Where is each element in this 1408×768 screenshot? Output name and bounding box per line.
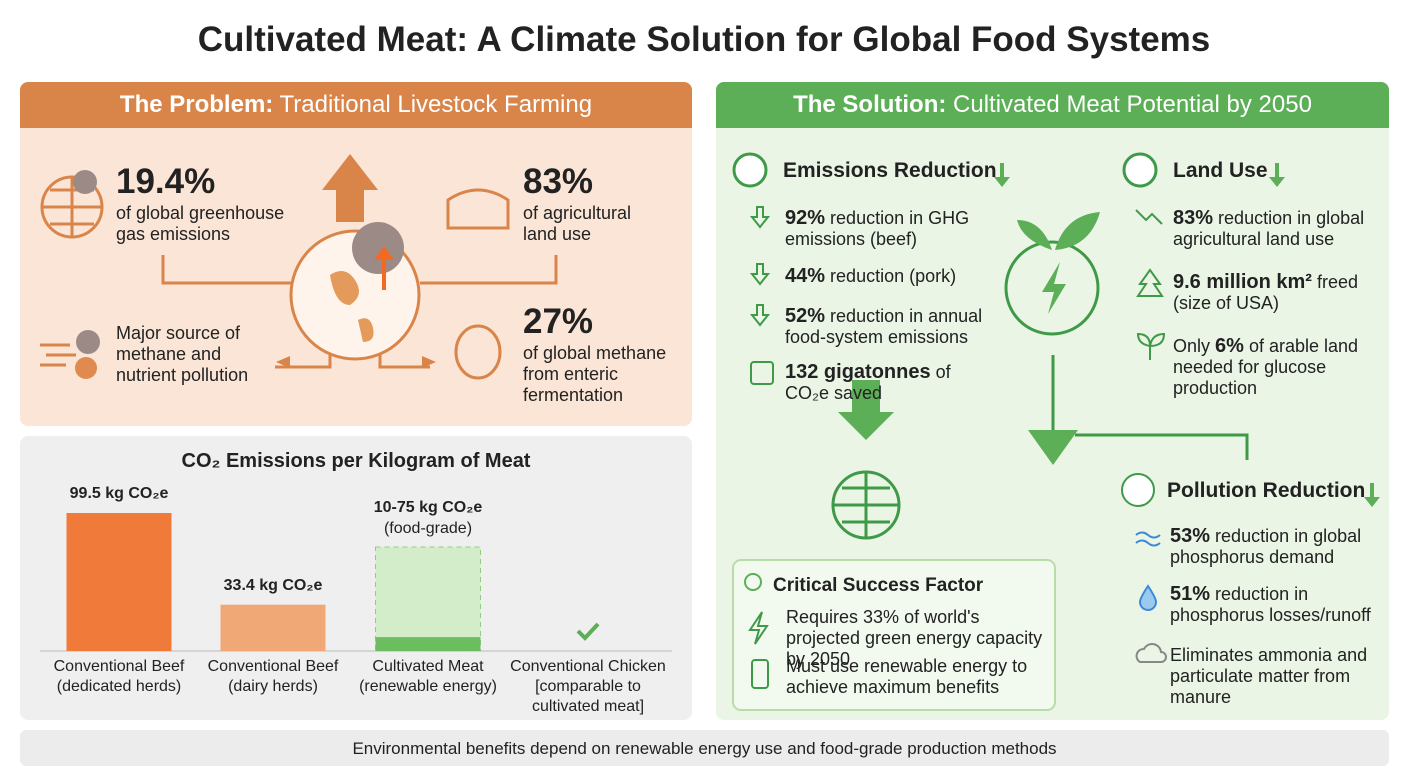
solution-heading: The Solution: Cultivated Meat Potential … bbox=[716, 82, 1389, 128]
list-item: 132 gigatonnes of CO₂e saved bbox=[785, 362, 990, 404]
chart-title: CO₂ Emissions per Kilogram of Meat bbox=[181, 450, 531, 472]
down-arrow-icon bbox=[749, 304, 771, 327]
value-note: (food-grade) bbox=[383, 519, 473, 537]
stat-value: 27% bbox=[523, 302, 594, 341]
list-item: Must use renewable energy to achieve max… bbox=[786, 656, 1028, 697]
down-arrow-icon bbox=[749, 263, 771, 286]
item-value: 51% bbox=[1170, 583, 1211, 605]
list-item: 52% reduction in annual food-system emis… bbox=[785, 306, 990, 348]
list-item: 51% reduction in phosphorus losses/runof… bbox=[1170, 584, 1385, 626]
stat-text: Major source of methane and nutrient pol… bbox=[116, 323, 249, 385]
category-label: Cultivated Meat (renewable energy) bbox=[359, 658, 497, 695]
bar bbox=[375, 637, 481, 651]
trend-icon bbox=[1135, 209, 1163, 225]
category-label: Conventional Beef (dedicated herds) bbox=[53, 658, 185, 695]
item-text: reduction in GHG emissions (beef) bbox=[785, 208, 970, 249]
value-label: 10-75 kg CO₂e bbox=[373, 498, 483, 516]
tree-icon bbox=[1136, 268, 1164, 297]
heading-text: Traditional Livestock Farming bbox=[279, 91, 593, 118]
section-title: Land Use bbox=[1173, 159, 1268, 182]
list-item: Requires 33% of world's projected green … bbox=[786, 607, 1043, 669]
check-icon bbox=[576, 622, 600, 641]
category-label: Conventional Chicken [comparable to cult… bbox=[510, 658, 666, 715]
bar-range bbox=[375, 546, 481, 652]
water-icon bbox=[1135, 531, 1161, 547]
item-value: 53% bbox=[1170, 525, 1211, 547]
stat-text: of global methane from enteric fermentat… bbox=[523, 343, 667, 405]
calendar-icon bbox=[750, 361, 774, 385]
item-value: 83% bbox=[1173, 207, 1214, 229]
list-item: 83% reduction in global agricultural lan… bbox=[1173, 208, 1383, 250]
stat-text: of global greenhouse gas emissions bbox=[116, 203, 285, 244]
cloud-icon bbox=[1135, 643, 1167, 663]
heading-text: Cultivated Meat Potential by 2050 bbox=[953, 91, 1312, 118]
item-text: reduction (pork) bbox=[830, 266, 957, 286]
sprout-icon bbox=[1136, 332, 1166, 360]
list-item: 9.6 million km² freed (size of USA) bbox=[1173, 272, 1383, 314]
item-text: freed (size of USA) bbox=[1173, 272, 1358, 313]
item-text: reduction in phosphorus losses/runoff bbox=[1170, 584, 1371, 625]
item-value: 132 gigatonnes bbox=[785, 361, 931, 383]
bar bbox=[220, 604, 326, 651]
stat-value: 83% bbox=[523, 162, 594, 201]
list-item: Only 6% of arable land needed for glucos… bbox=[1173, 336, 1383, 399]
heading-bold: The Problem: bbox=[119, 91, 274, 118]
section-title: Pollution Reduction bbox=[1167, 479, 1366, 502]
category-label: Conventional Beef (dairy herds) bbox=[207, 658, 339, 695]
list-item: 92% reduction in GHG emissions (beef) bbox=[785, 208, 990, 250]
list-item: Eliminates ammonia and particulate matte… bbox=[1170, 645, 1385, 708]
item-text: reduction in global phosphorus demand bbox=[1170, 526, 1362, 567]
section-title: Critical Success Factor bbox=[773, 575, 984, 596]
item-text: reduction in annual food-system emission… bbox=[785, 306, 983, 347]
list-item: 53% reduction in global phosphorus deman… bbox=[1170, 526, 1385, 568]
value-label: 99.5 kg CO₂e bbox=[69, 485, 169, 502]
value-label: 33.4 kg CO₂e bbox=[223, 576, 323, 594]
item-value: 44% bbox=[785, 265, 826, 287]
item-value: 9.6 million km² bbox=[1173, 271, 1312, 293]
item-prefix: Only bbox=[1173, 336, 1211, 356]
footer: Environmental benefits depend on renewab… bbox=[352, 739, 1057, 758]
item-value: 92% bbox=[785, 207, 826, 229]
down-arrow-icon bbox=[749, 206, 771, 229]
item-text: Eliminates ammonia and particulate matte… bbox=[1170, 645, 1368, 707]
list-item: 44% reduction (pork) bbox=[785, 266, 990, 287]
heading-bold: The Solution: bbox=[793, 91, 947, 118]
problem-heading: The Problem: Traditional Livestock Farmi… bbox=[20, 82, 692, 128]
item-text: reduction in global agricultural land us… bbox=[1173, 208, 1365, 249]
section-title: Emissions Reduction bbox=[783, 159, 997, 182]
stat-text: of agricultural land use bbox=[523, 203, 632, 244]
item-value: 52% bbox=[785, 305, 826, 327]
page-title: Cultivated Meat: A Climate Solution for … bbox=[197, 20, 1211, 59]
stat-value: 19.4% bbox=[116, 162, 216, 201]
bar bbox=[66, 513, 172, 651]
drop-icon bbox=[1138, 584, 1158, 611]
item-value: 6% bbox=[1215, 335, 1244, 357]
item-text: of CO₂e saved bbox=[785, 362, 951, 403]
item-text: of arable land needed for glucose produc… bbox=[1173, 336, 1359, 398]
